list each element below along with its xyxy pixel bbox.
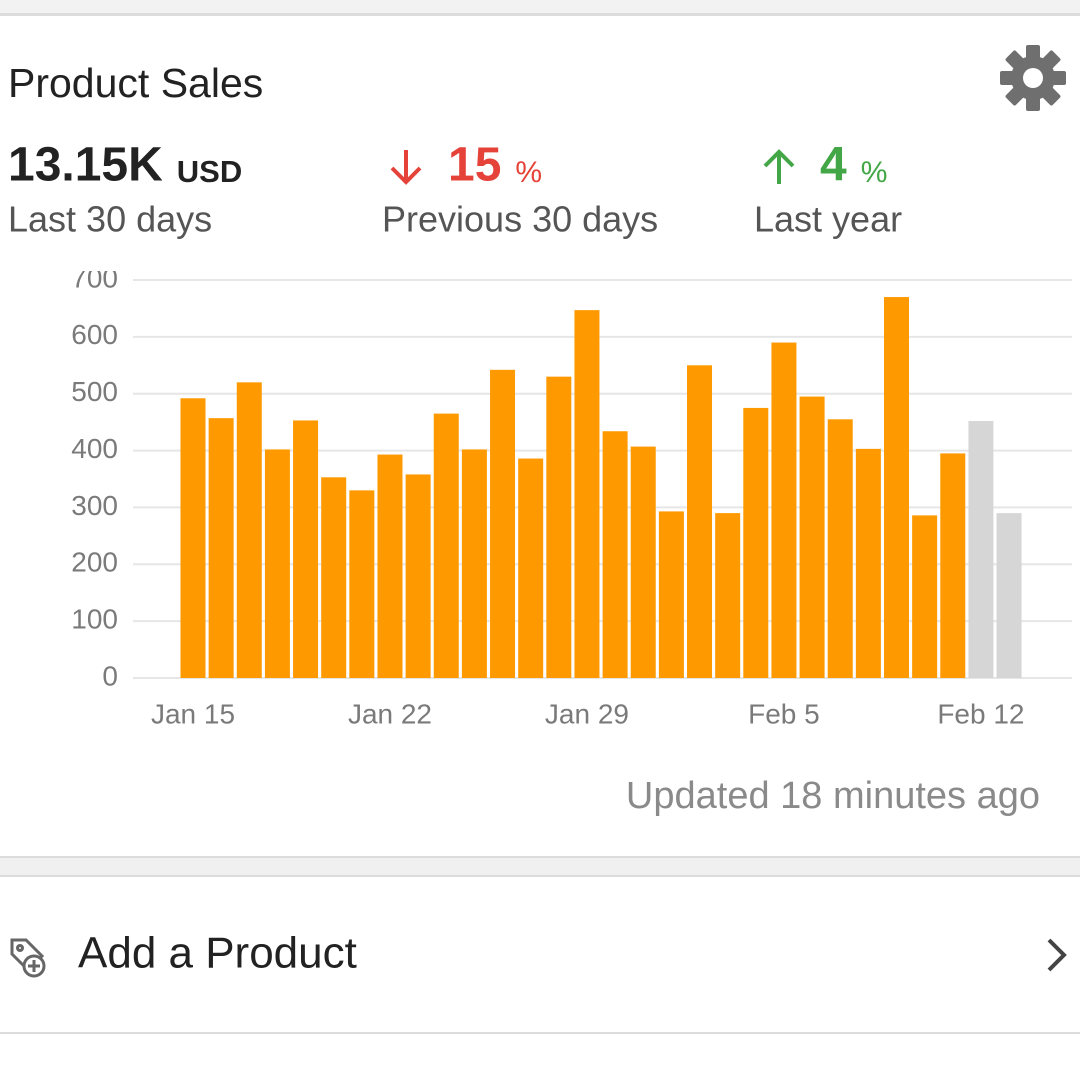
bar bbox=[377, 454, 403, 678]
bar bbox=[574, 310, 600, 678]
bottom-divider bbox=[0, 1032, 1080, 1034]
chevron[interactable] bbox=[1047, 938, 1067, 972]
y-tick-label: 400 bbox=[71, 433, 118, 464]
stat-unit: % bbox=[515, 156, 542, 189]
stat-unit: % bbox=[861, 156, 888, 189]
bar bbox=[208, 418, 234, 678]
top-divider bbox=[0, 13, 1080, 16]
y-tick-label: 600 bbox=[71, 319, 118, 350]
bar bbox=[264, 449, 290, 678]
down-arrow bbox=[390, 150, 422, 185]
y-tick-label: 0 bbox=[102, 660, 118, 691]
up-arrow bbox=[763, 149, 795, 184]
x-tick-label: Jan 22 bbox=[348, 698, 432, 729]
bar bbox=[236, 382, 262, 678]
y-tick-label: 200 bbox=[71, 547, 118, 578]
y-tick-label: 500 bbox=[71, 376, 118, 407]
section-divider bbox=[0, 856, 1080, 876]
card-title: Product Sales bbox=[8, 60, 263, 106]
bar bbox=[884, 297, 909, 678]
bar bbox=[855, 448, 881, 678]
divider-line bbox=[0, 856, 1080, 858]
updated-text: Updated 18 minutes ago bbox=[626, 775, 1040, 817]
bar bbox=[461, 449, 487, 678]
bar bbox=[321, 477, 347, 678]
stat-value: 13.15K bbox=[8, 139, 163, 192]
stat-label: Last 30 days bbox=[8, 199, 212, 240]
x-tick-label: Feb 5 bbox=[748, 698, 820, 729]
bar bbox=[602, 431, 628, 678]
y-tick-label: 100 bbox=[71, 604, 118, 635]
stat-unit: USD bbox=[177, 154, 242, 189]
bar bbox=[349, 490, 375, 678]
x-tick-label: Jan 29 bbox=[545, 698, 629, 729]
bar bbox=[996, 513, 1022, 678]
menu-item[interactable]: Add a Product bbox=[78, 929, 357, 978]
y-tick-label: 300 bbox=[71, 490, 118, 521]
bar bbox=[827, 419, 853, 678]
chart: 0 100 200 300 400 500 600 700 Jan 15 Jan 22 Jan 29… bbox=[71, 262, 1072, 729]
bar bbox=[293, 420, 319, 678]
top-band bbox=[0, 0, 1080, 14]
settings-icon[interactable] bbox=[986, 31, 1080, 125]
bar bbox=[771, 342, 797, 678]
bar bbox=[799, 396, 825, 678]
bar bbox=[968, 421, 994, 678]
bar bbox=[405, 474, 431, 678]
bar bbox=[687, 365, 713, 678]
bar bbox=[743, 407, 769, 678]
bar bbox=[518, 458, 544, 678]
y-tick-label: 700 bbox=[71, 262, 118, 293]
divider-line bbox=[0, 875, 1080, 877]
bar bbox=[180, 398, 206, 678]
bar bbox=[658, 511, 684, 678]
bar bbox=[715, 513, 741, 678]
bar bbox=[630, 446, 656, 678]
stat-label: Last year bbox=[754, 199, 902, 240]
x-tick-label: Feb 12 bbox=[937, 698, 1024, 729]
bar bbox=[433, 413, 459, 678]
x-tick-label: Jan 15 bbox=[151, 698, 235, 729]
stat-value: 4 bbox=[820, 139, 847, 192]
bar bbox=[912, 515, 938, 678]
bar bbox=[490, 369, 516, 678]
stat-value: 15 bbox=[448, 139, 501, 192]
bar bbox=[546, 376, 572, 678]
tag-icon bbox=[10, 938, 46, 978]
bar bbox=[940, 453, 966, 678]
stat-label: Previous 30 days bbox=[382, 199, 658, 240]
